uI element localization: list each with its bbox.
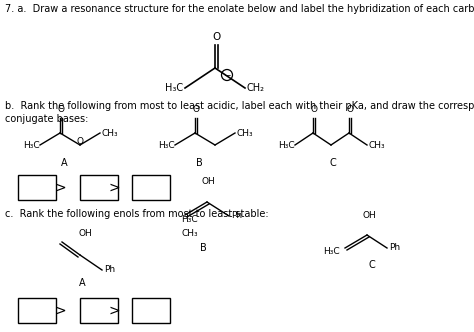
Text: A: A [79,278,85,288]
Text: >: > [108,303,120,317]
Text: CH₂: CH₂ [247,83,265,93]
Text: O: O [192,106,200,115]
Text: H₃C: H₃C [158,140,175,149]
Bar [80,175,118,200]
Text: H₃C: H₃C [23,140,40,149]
Bar [80,298,118,323]
Text: O: O [310,106,318,115]
Text: 7. a.  Draw a resonance structure for the enolate below and label the hybridizat: 7. a. Draw a resonance structure for the… [5,4,474,14]
Text: OH: OH [362,210,376,219]
Text: B: B [196,158,202,168]
Text: B: B [200,243,206,253]
Text: >: > [54,303,66,317]
Text: CH₃: CH₃ [369,140,386,149]
Text: c.  Rank the following enols from most to least stable:: c. Rank the following enols from most to… [5,209,269,219]
Text: >: > [54,181,66,195]
Text: >: > [108,181,120,195]
Text: H₃C: H₃C [278,140,295,149]
Text: −: − [223,70,231,79]
Bar [132,175,170,200]
Text: C: C [329,158,337,168]
Text: CH₃: CH₃ [237,128,254,137]
Text: b.  Rank the following from most to least acidic, label each with their pKa, and: b. Rank the following from most to least… [5,101,474,124]
Text: A: A [61,158,67,168]
Text: H₃C: H₃C [182,215,198,224]
Text: H₃C: H₃C [165,83,183,93]
Text: O: O [346,106,354,115]
Text: O: O [76,137,83,146]
Text: O: O [57,106,64,115]
Text: Ph: Ph [389,243,400,253]
Text: O: O [212,32,220,42]
Text: OH: OH [201,178,215,187]
Bar [132,298,170,323]
Text: Ph: Ph [231,211,242,220]
Text: CH₃: CH₃ [182,228,198,237]
Text: C: C [369,260,375,270]
Bar [18,298,56,323]
Bar [18,175,56,200]
Text: CH₃: CH₃ [102,128,118,137]
Text: Ph: Ph [104,266,115,275]
Text: OH: OH [78,228,92,237]
Text: H₃C: H₃C [323,246,340,256]
